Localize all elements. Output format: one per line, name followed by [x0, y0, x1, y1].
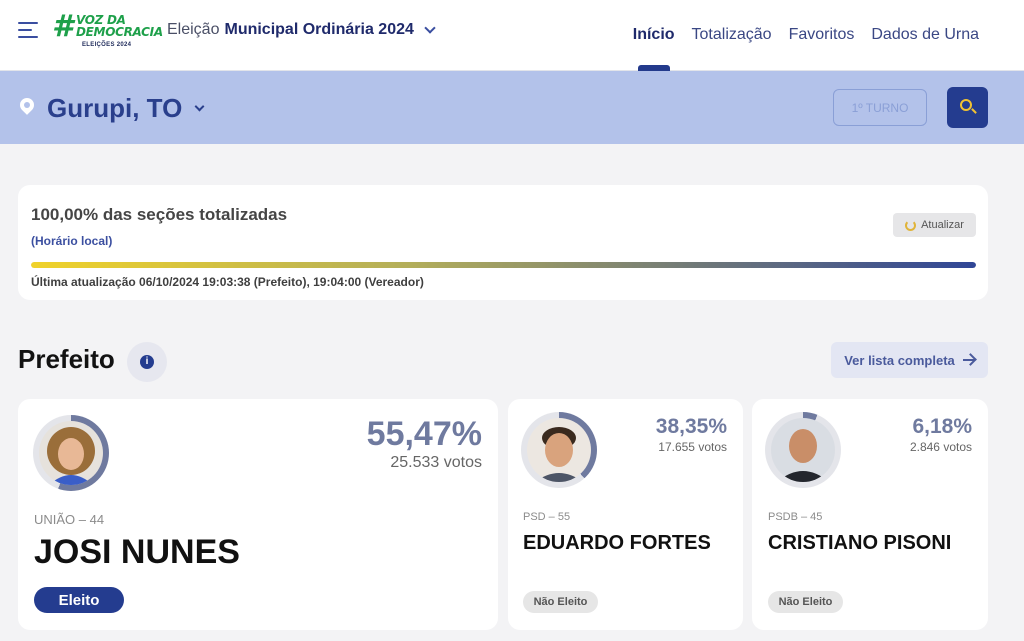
candidate-name: JOSI NUNES: [34, 533, 240, 571]
refresh-button[interactable]: Atualizar: [893, 213, 976, 237]
chevron-down-icon: [424, 21, 436, 34]
vote-count: 2.846 votos: [909, 440, 972, 454]
chevron-down-icon: [194, 101, 205, 112]
candidate-card-2[interactable]: 38,35% 17.655 votos PSD – 55 EDUARDO FOR…: [508, 399, 743, 630]
main-nav: Início Totalização Favoritos Dados de Ur…: [632, 26, 979, 71]
arrow-right-icon: [962, 359, 975, 361]
status-badge: Não Eleito: [523, 591, 598, 613]
logo-line1: VOZ DA: [76, 13, 126, 27]
avatar: [771, 418, 835, 482]
city-name: Gurupi, TO: [47, 93, 183, 123]
party-number: PSD – 55: [523, 511, 571, 523]
city-select[interactable]: Gurupi, TO: [47, 93, 205, 124]
party-number: PSDB – 45: [768, 511, 823, 523]
progress-bar: [31, 262, 976, 268]
vote-percent: 38,35%: [655, 415, 727, 438]
nav-favoritos[interactable]: Favoritos: [788, 26, 855, 43]
top-header: # VOZ DA DEMOCRACIA ELEIÇÕES 2024 Eleiçã…: [0, 0, 1024, 71]
nav-inicio[interactable]: Início: [632, 26, 675, 71]
section-title: Prefeito: [18, 344, 115, 374]
election-prefix: Eleição: [167, 21, 220, 38]
totalization-card: 100,00% das seções totalizadas (Horário …: [18, 185, 988, 300]
menu-icon[interactable]: [18, 21, 40, 39]
status-badge: Não Eleito: [768, 591, 843, 613]
avatar: [527, 418, 591, 482]
turno-button[interactable]: 1º TURNO: [833, 89, 927, 126]
nav-totalizacao[interactable]: Totalização: [691, 26, 772, 43]
location-pin-icon: [17, 95, 37, 115]
progress-fill: [31, 262, 976, 268]
search-button[interactable]: [947, 87, 988, 128]
last-update: Última atualização 06/10/2024 19:03:38 (…: [31, 275, 424, 289]
logo-line2: DEMOCRACIA: [76, 25, 163, 39]
nav-dados-de-urna[interactable]: Dados de Urna: [871, 26, 979, 43]
party-number: UNIÃO – 44: [34, 512, 105, 527]
hash-icon: #: [52, 9, 73, 44]
full-list-label: Ver lista completa: [844, 352, 955, 368]
vote-count: 17.655 votos: [658, 440, 727, 454]
status-badge: Eleito: [34, 587, 124, 613]
candidate-name: CRISTIANO PISONI: [768, 532, 952, 554]
election-select[interactable]: Eleição Municipal Ordinária 2024: [167, 21, 436, 39]
vote-percent: 55,47%: [366, 415, 482, 453]
location-band: Gurupi, TO 1º TURNO: [0, 71, 1024, 144]
totalization-title: 100,00% das seções totalizadas: [31, 205, 288, 224]
candidate-card-1[interactable]: 55,47% 25.533 votos UNIÃO – 44 JOSI NUNE…: [18, 399, 498, 630]
refresh-label: Atualizar: [921, 219, 964, 231]
avatar: [39, 421, 103, 485]
info-icon: i: [140, 355, 154, 369]
election-name: Municipal Ordinária 2024: [224, 21, 414, 38]
candidate-card-3[interactable]: 6,18% 2.846 votos PSDB – 45 CRISTIANO PI…: [752, 399, 988, 630]
logo-sub: ELEIÇÕES 2024: [82, 42, 132, 48]
vote-percent: 6,18%: [912, 415, 972, 438]
info-button[interactable]: i: [127, 342, 167, 382]
search-icon: [960, 99, 972, 111]
logo[interactable]: # VOZ DA DEMOCRACIA ELEIÇÕES 2024: [52, 9, 163, 54]
local-time-label: (Horário local): [31, 234, 113, 248]
vote-count: 25.533 votos: [390, 454, 482, 471]
refresh-icon: [905, 219, 917, 231]
candidate-name: EDUARDO FORTES: [523, 532, 711, 554]
full-list-button[interactable]: Ver lista completa: [831, 342, 988, 378]
